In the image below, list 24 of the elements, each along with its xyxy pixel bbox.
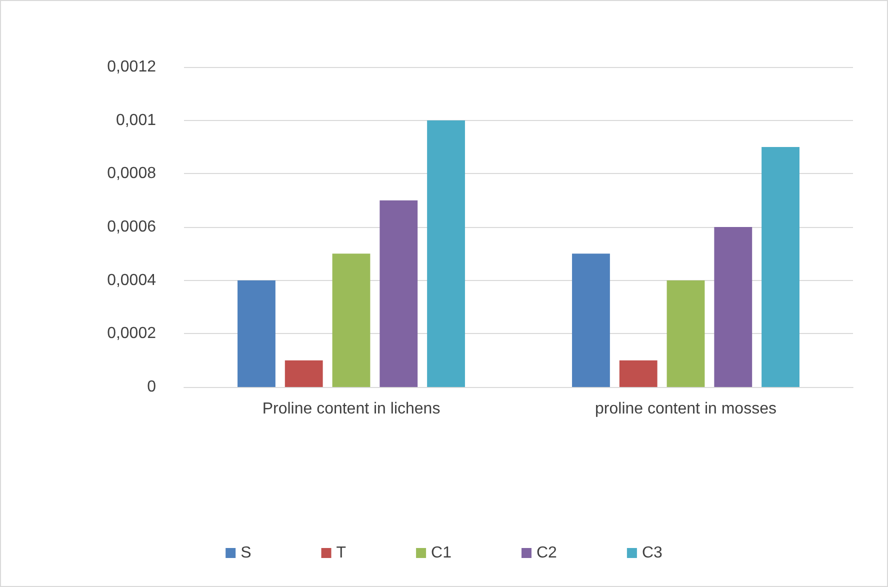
- bar: [380, 200, 418, 387]
- legend-label: T: [336, 544, 346, 562]
- bar: [666, 280, 705, 387]
- legend-label: C3: [642, 544, 663, 562]
- bar: [427, 120, 465, 387]
- y-tick-label: 0,0012: [107, 58, 156, 76]
- x-tick-label: proline content in mosses: [595, 400, 776, 418]
- bar: [714, 227, 752, 387]
- bar: [332, 254, 370, 387]
- bar: [284, 360, 323, 387]
- bar: [238, 280, 276, 387]
- y-tick-label: 0,001: [116, 112, 156, 129]
- legend-label: C1: [431, 544, 452, 562]
- y-tick-label: 0,0002: [107, 325, 156, 342]
- x-tick-label: Proline content in lichens: [262, 400, 440, 418]
- bar: [619, 360, 658, 387]
- bar: [762, 147, 800, 387]
- bar: [572, 254, 610, 387]
- y-tick-label: 0,0006: [107, 218, 156, 236]
- y-tick-label: 0,0008: [107, 165, 156, 182]
- legend-label: S: [240, 544, 252, 562]
- y-tick-label: 0: [147, 378, 156, 396]
- legend-label: C2: [536, 544, 558, 562]
- y-tick-label: 0,0004: [107, 272, 156, 289]
